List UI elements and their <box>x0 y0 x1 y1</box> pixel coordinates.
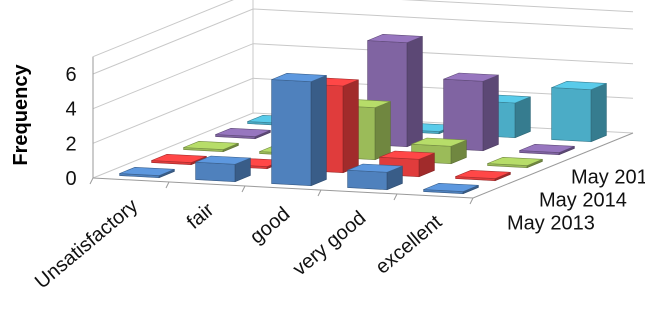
bar <box>119 166 175 179</box>
x-tick <box>317 189 322 197</box>
x-tick <box>89 177 94 185</box>
bar <box>519 143 575 156</box>
bar <box>183 140 239 153</box>
bar-top <box>443 72 499 82</box>
x-tick <box>469 197 474 205</box>
bar-top <box>423 182 479 192</box>
bar <box>151 153 207 166</box>
bar-front <box>347 169 388 191</box>
x-tick <box>393 193 398 201</box>
x-tick-label: Unsatisfactory <box>31 195 142 293</box>
bars-layer <box>119 33 607 195</box>
bar <box>271 72 327 187</box>
depth-axis <box>472 132 634 199</box>
bar-top <box>519 143 575 153</box>
bar-top <box>487 156 543 166</box>
bar <box>347 163 403 191</box>
series-label: May 2013 <box>507 213 595 235</box>
bar-top <box>119 166 175 176</box>
bar-side <box>406 35 423 148</box>
bar-side <box>310 74 327 187</box>
bar <box>195 155 251 183</box>
bar-top <box>151 153 207 163</box>
bar-side <box>514 96 531 139</box>
bar-side <box>590 82 607 143</box>
y-tick-label: 2 <box>65 133 76 155</box>
bar-side <box>342 79 359 174</box>
bar-top <box>347 163 403 173</box>
x-axis <box>92 177 474 199</box>
bar-top <box>183 140 239 150</box>
y-tick-label: 4 <box>65 99 76 121</box>
bar-side <box>482 74 499 152</box>
series-label: May 2015 <box>571 167 645 189</box>
gridline <box>92 8 634 75</box>
x-tick <box>241 185 246 193</box>
bar-top <box>411 137 467 147</box>
x-tick <box>165 181 170 189</box>
bar-side <box>374 100 391 161</box>
y-tick-label: 6 <box>65 64 76 86</box>
gridline-top <box>92 0 634 58</box>
bar-top <box>271 72 327 83</box>
series-label: May 2014 <box>539 190 627 212</box>
bar-top <box>455 169 511 179</box>
x-tick-label: good <box>246 203 294 248</box>
x-tick-label: excellent <box>372 211 447 279</box>
bar <box>423 182 479 195</box>
x-tick-label: very good <box>289 207 370 280</box>
x-tick-label: fair <box>183 199 219 234</box>
bar <box>443 72 499 152</box>
y-axis-label: Frequency <box>10 64 32 166</box>
bar-front <box>195 161 236 183</box>
y-tick-label: 0 <box>65 168 76 190</box>
bar <box>551 80 607 143</box>
bar-front <box>551 87 592 143</box>
bar-front <box>271 79 312 187</box>
bar <box>455 169 511 182</box>
bar-top <box>379 150 435 160</box>
bar-top <box>367 33 423 44</box>
bar-top <box>215 127 271 137</box>
bar-top <box>551 80 607 91</box>
bar-top <box>195 155 251 165</box>
bar <box>487 156 543 169</box>
bar <box>215 127 271 140</box>
